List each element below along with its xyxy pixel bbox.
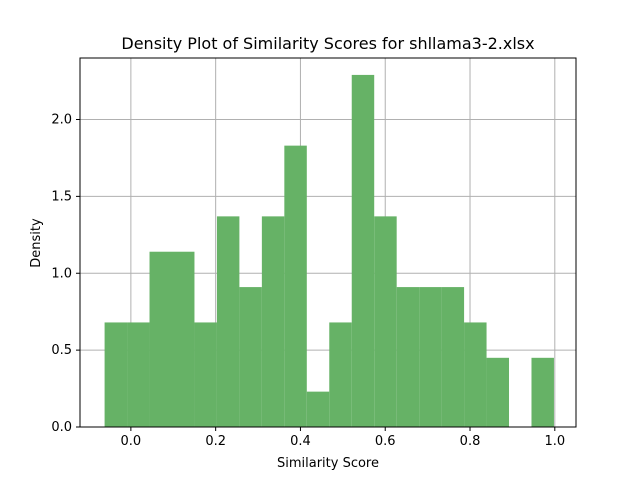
y-tick-label: 1.5 (51, 189, 72, 204)
x-tick-label: 0.8 (460, 434, 481, 449)
histogram-bar (284, 145, 307, 427)
histogram-bar (104, 322, 128, 427)
chart-title: Density Plot of Similarity Scores for sh… (121, 34, 534, 53)
x-tick-label: 0.0 (121, 434, 142, 449)
x-tick-label: 0.6 (375, 434, 396, 449)
histogram-bar (127, 322, 150, 427)
y-axis-label: Density (29, 218, 44, 268)
histogram-bar (396, 287, 420, 427)
histogram-bar (239, 287, 262, 427)
histogram-bar (261, 216, 285, 427)
histogram-bar (149, 251, 172, 427)
histogram-bar (419, 287, 442, 427)
histogram-bar (486, 357, 510, 427)
y-tick-label: 0.5 (51, 343, 72, 358)
bars-layer (104, 74, 554, 427)
histogram-bar (194, 322, 217, 427)
plot-frame (79, 57, 577, 428)
histogram-bar (306, 391, 330, 427)
histogram-bar (329, 322, 352, 427)
x-tick-label: 0.2 (205, 434, 226, 449)
x-axis-label: Similarity Score (277, 456, 379, 471)
y-tick-label: 2.0 (51, 113, 72, 128)
x-tick-label: 1.0 (544, 434, 565, 449)
x-tick-label: 0.4 (290, 434, 311, 449)
histogram-bar (171, 251, 195, 427)
histogram-bar (531, 357, 554, 427)
histogram-bar (351, 74, 375, 427)
histogram-bar (374, 216, 397, 427)
ticks-layer: 0.0 0.2 0.4 0.6 0.8 1.0 0.0 0.5 1.0 1.5 2.0 (51, 113, 565, 450)
histogram-bar (464, 322, 487, 427)
histogram-bar (441, 287, 465, 427)
y-tick-label: 1.0 (51, 266, 72, 281)
y-tick-label: 0.0 (51, 420, 72, 435)
histogram-bar (216, 216, 240, 427)
